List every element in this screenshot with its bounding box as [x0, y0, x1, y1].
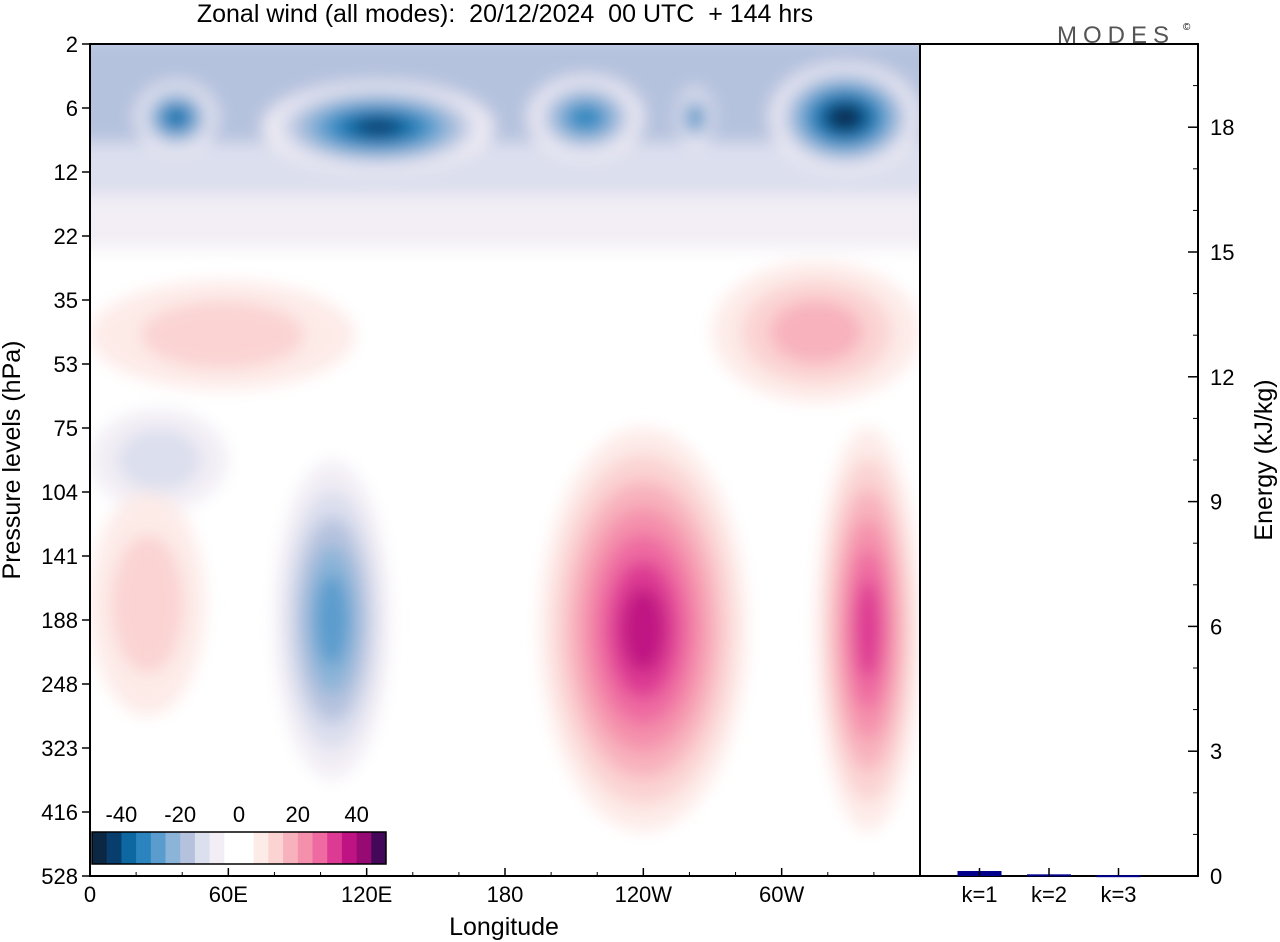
colorbar-tick-label-4: 40 — [344, 802, 368, 827]
energy-panel-frame — [919, 43, 1199, 877]
y-tick-label-8: 141 — [41, 544, 78, 569]
colorbar-cell-14 — [297, 832, 313, 864]
x-tick-label-2: 120E — [341, 882, 392, 907]
colorbar-cell-15 — [312, 832, 328, 864]
heatmap-contour-11-6 — [855, 580, 881, 679]
colorbar-cell-19 — [371, 832, 387, 864]
y-tick-label-11: 323 — [41, 736, 78, 761]
x-tick-label-0: 0 — [84, 882, 96, 907]
colorbar-tick-label-1: -20 — [164, 802, 196, 827]
x-tick-label-4: 120W — [615, 882, 673, 907]
heatmap-contours — [90, 44, 920, 832]
colorbar-cell-3 — [136, 832, 152, 864]
heatmap-field — [90, 44, 920, 876]
energy-tick-label-1: 3 — [1210, 739, 1222, 764]
energy-tick-label-6: 18 — [1210, 115, 1234, 140]
energy-category-label-1: k=2 — [1031, 882, 1067, 907]
energy-category-label-0: k=1 — [961, 882, 997, 907]
colorbar-cell-4 — [150, 832, 166, 864]
y-tick-label-3: 22 — [54, 224, 78, 249]
colorbar-cell-17 — [341, 832, 358, 864]
colorbar-cell-6 — [180, 832, 196, 864]
heatmap-contour-3-6 — [571, 107, 600, 128]
colorbar-cell-13 — [283, 832, 299, 864]
colorbar-tick-label-0: -40 — [106, 802, 138, 827]
colorbar-cell-0 — [92, 832, 108, 864]
energy-panel: k=1 k=2 k=3 0 3 6 9 12 15 18 Energy (kJ/kg) — [919, 43, 1278, 907]
colorbar-cell-9 — [224, 832, 240, 864]
y-tick-label-1: 6 — [66, 96, 78, 121]
y-tick-label-6: 75 — [54, 416, 78, 441]
colorbar-tick-label-2: 0 — [233, 802, 245, 827]
heatmap-contour-10-7 — [621, 587, 666, 673]
y-axis-label: Pressure levels (hPa) — [0, 341, 26, 580]
energy-axis-label: Energy (kJ/kg) — [1250, 379, 1278, 540]
colorbar-cell-16 — [327, 832, 343, 864]
heatmap-contour-5-9 — [832, 108, 858, 127]
y-tick-label-10: 248 — [41, 672, 78, 697]
colorbar-frame — [91, 831, 387, 865]
colorbar-cell-18 — [356, 832, 372, 864]
colorbar-cell-10 — [239, 832, 255, 864]
colorbar-cell-12 — [268, 832, 284, 864]
y-tick-label-2: 12 — [54, 160, 78, 185]
pressure-axis: 2 6 12 22 35 53 75 104 141 188 248 323 416 528 — [41, 32, 90, 889]
energy-tick-label-2: 6 — [1210, 614, 1222, 639]
y-tick-label-12: 416 — [41, 800, 78, 825]
energy-axis: 0 3 6 9 12 15 18 — [1188, 85, 1234, 889]
energy-category-label-2: k=3 — [1100, 882, 1136, 907]
y-tick-label-7: 104 — [41, 480, 78, 505]
energy-tick-label-3: 9 — [1210, 490, 1222, 515]
colorbar-cell-5 — [165, 832, 181, 864]
y-tick-label-5: 53 — [54, 352, 78, 377]
heatmap-contour-1-7 — [167, 110, 185, 126]
heatmap-contour-2-8 — [356, 118, 400, 136]
longitude-axis: 0 60E 120E 180 120W 60W — [84, 868, 875, 907]
energy-tick-label-4: 12 — [1210, 365, 1234, 390]
energy-bars: k=1 k=2 k=3 — [957, 868, 1141, 907]
heatmap-plot — [89, 43, 921, 877]
heatmap-contour-7-3 — [770, 300, 863, 364]
energy-tick-label-0: 0 — [1210, 864, 1222, 889]
colorbar-cell-11 — [253, 832, 269, 864]
heatmap-contour-4-6 — [691, 110, 700, 125]
x-tick-label-1: 60E — [209, 882, 248, 907]
colorbar-cell-7 — [194, 832, 211, 864]
colorbar-tick-label-3: 20 — [286, 802, 310, 827]
colorbar-cell-8 — [209, 832, 225, 864]
heatmap-contour-8-2 — [116, 428, 202, 492]
energy-tick-label-5: 15 — [1210, 240, 1234, 265]
x-tick-label-3: 180 — [487, 882, 524, 907]
heatmap-contour-6-2 — [140, 301, 305, 369]
colorbar-cell-2 — [121, 832, 137, 864]
heatmap-contour-12-2 — [112, 535, 184, 673]
x-tick-label-5: 60W — [759, 882, 804, 907]
y-tick-label-9: 188 — [41, 608, 78, 633]
y-tick-label-0: 2 — [66, 32, 78, 57]
energy-bar-k=3 — [1096, 875, 1141, 878]
y-tick-label-13: 528 — [41, 864, 78, 889]
chart-title: Zonal wind (all modes): 20/12/2024 00 UT… — [197, 0, 813, 28]
modes-logo-mark: © — [1183, 22, 1191, 33]
heatmap-contour-9-5 — [315, 574, 349, 666]
colorbar: -40 -20 0 20 40 — [91, 802, 387, 865]
colorbar-cell-1 — [106, 832, 122, 864]
x-axis-label: Longitude — [449, 913, 559, 941]
y-tick-label-4: 35 — [54, 288, 78, 313]
